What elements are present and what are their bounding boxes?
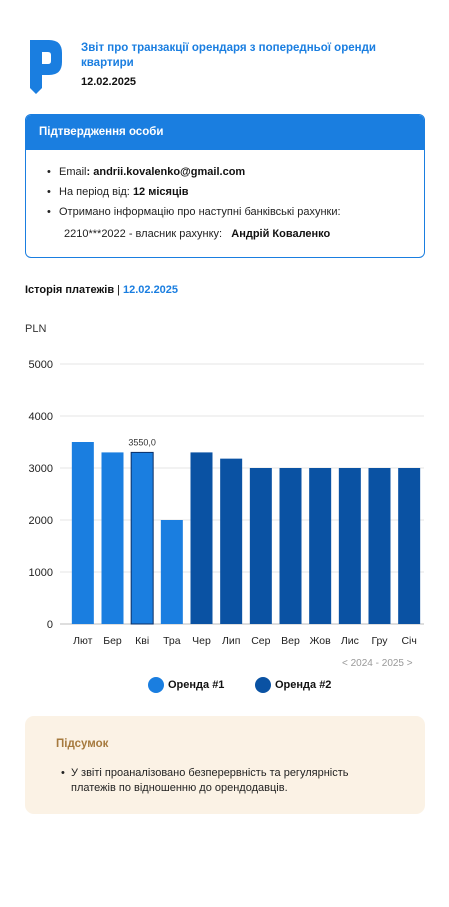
legend-label: Оренда #2: [275, 679, 332, 691]
report-header: Звіт про транзакції орендаря з попереднь…: [30, 38, 430, 94]
account-row: 2210***2022 - власник рахунку: Андрій Ко…: [64, 228, 330, 240]
accounts-text: Отримано інформацію про наступні банківс…: [59, 206, 341, 218]
x-tick-label: Бер: [103, 635, 122, 647]
bar: [190, 452, 213, 624]
y-tick-label: 2000: [29, 515, 53, 527]
x-tick-label: Жов: [310, 635, 331, 647]
bar: [398, 468, 421, 624]
period-label: На період від:: [59, 186, 130, 198]
report-date: 12.02.2025: [81, 76, 137, 88]
report-title: Звіт про транзакції орендаря з попереднь…: [81, 42, 376, 69]
x-tick-label: Сер: [251, 635, 270, 647]
bullet: •: [47, 166, 51, 178]
bar: [309, 468, 332, 624]
y-tick-label: 5000: [29, 359, 53, 371]
bar: [368, 468, 391, 624]
email-value: andrii.kovalenko@gmail.com: [93, 166, 246, 178]
summary-title: Підсумок: [56, 738, 109, 750]
payments-bar-chart: 0 1000 2000 3000 4000 5000 Лют Бер 3550,0 Кві Тра Ч…: [29, 359, 424, 647]
x-tick-label: Гру: [371, 635, 388, 647]
data-label: 3550,0: [128, 437, 156, 447]
legend-label: Оренда #1: [168, 679, 225, 691]
email-label: Email: [59, 166, 87, 178]
y-tick-label: 1000: [29, 567, 53, 579]
bullet: •: [47, 206, 51, 218]
bar: [130, 451, 154, 625]
y-tick-label: 4000: [29, 411, 53, 423]
history-date: 12.02.2025: [122, 284, 179, 296]
period-value: 12 місяців: [132, 186, 189, 198]
history-label: Історія платежів: [25, 284, 115, 296]
x-tick-label: Січ: [401, 635, 416, 647]
legend-dot-icon: [148, 677, 164, 693]
summary-text: У звіті проаналізовано безперервність та…: [71, 767, 349, 794]
history-separator: |: [117, 284, 120, 296]
bar: [249, 468, 272, 624]
legend-dot-icon: [255, 677, 271, 693]
identity-card: Підтвердження особи • Email: andrii.kova…: [25, 114, 425, 258]
x-tick-label: Лис: [341, 635, 359, 647]
logo-icon: [30, 40, 62, 94]
x-tick-label: Тра: [163, 635, 181, 647]
bar: [338, 468, 361, 624]
x-tick-label: Лют: [73, 635, 93, 647]
period-navigator[interactable]: < 2024 - 2025 >: [342, 658, 413, 669]
bar: [279, 468, 302, 624]
bar: [220, 458, 243, 624]
bar: [101, 452, 124, 624]
summary-item: • У звіті проаналізовано безперервність …: [61, 766, 391, 796]
x-tick-label: Чер: [192, 635, 211, 647]
y-tick-label: 3000: [29, 463, 53, 475]
bar: [71, 442, 94, 624]
bar: [160, 520, 183, 624]
bullet: •: [61, 767, 65, 779]
account-owner: Андрій Коваленко: [231, 228, 331, 240]
identity-card-title: Підтвердження особи: [26, 115, 424, 150]
bullet: •: [47, 186, 51, 198]
x-tick-label: Лип: [222, 635, 240, 647]
x-tick-label: Кві: [135, 635, 149, 647]
y-axis-unit: PLN: [25, 323, 47, 335]
x-tick-label: Вер: [281, 635, 300, 647]
payment-history-heading: Історія платежів | 12.02.2025: [25, 284, 178, 296]
summary-card: Підсумок • У звіті проаналізовано безпер…: [25, 716, 425, 814]
account-number: 2210***2022 - власник рахунку:: [64, 228, 223, 240]
y-tick-label: 0: [47, 619, 53, 631]
